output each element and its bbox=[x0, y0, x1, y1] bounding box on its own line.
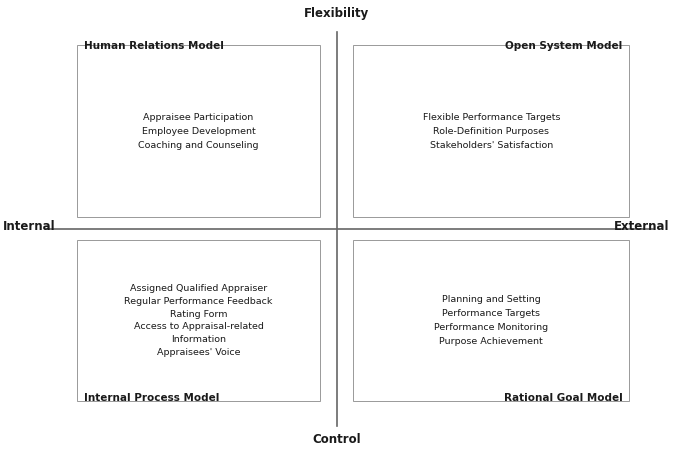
Bar bbox=[353, 45, 629, 217]
Text: Appraisee Participation
Employee Development
Coaching and Counseling: Appraisee Participation Employee Develop… bbox=[138, 113, 259, 150]
Bar bbox=[77, 240, 320, 401]
Text: External: External bbox=[614, 220, 670, 233]
Bar bbox=[353, 240, 629, 401]
Text: Open System Model: Open System Model bbox=[505, 41, 623, 51]
Text: Control: Control bbox=[312, 433, 361, 446]
Text: Internal: Internal bbox=[3, 220, 56, 233]
Text: Planning and Setting
Performance Targets
Performance Monitoring
Purpose Achievem: Planning and Setting Performance Targets… bbox=[434, 295, 548, 346]
Text: Flexibility: Flexibility bbox=[304, 7, 369, 20]
Text: Assigned Qualified Appraiser
Regular Performance Feedback
Rating Form
Access to : Assigned Qualified Appraiser Regular Per… bbox=[125, 284, 273, 357]
Bar bbox=[77, 45, 320, 217]
Text: Rational Goal Model: Rational Goal Model bbox=[504, 393, 623, 403]
Text: Flexible Performance Targets
Role-Definition Purposes
Stakeholders' Satisfaction: Flexible Performance Targets Role-Defini… bbox=[423, 113, 560, 150]
Text: Internal Process Model: Internal Process Model bbox=[84, 393, 219, 403]
Text: Human Relations Model: Human Relations Model bbox=[84, 41, 224, 51]
